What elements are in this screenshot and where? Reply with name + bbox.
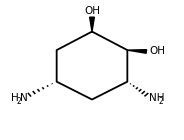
Polygon shape xyxy=(90,17,94,32)
Text: 2: 2 xyxy=(16,96,21,106)
Text: H: H xyxy=(11,93,19,103)
Text: OH: OH xyxy=(84,6,100,16)
Text: N: N xyxy=(20,93,27,103)
Text: NH: NH xyxy=(148,93,164,103)
Text: 2: 2 xyxy=(159,96,163,106)
Polygon shape xyxy=(127,50,147,53)
Text: OH: OH xyxy=(149,46,165,56)
